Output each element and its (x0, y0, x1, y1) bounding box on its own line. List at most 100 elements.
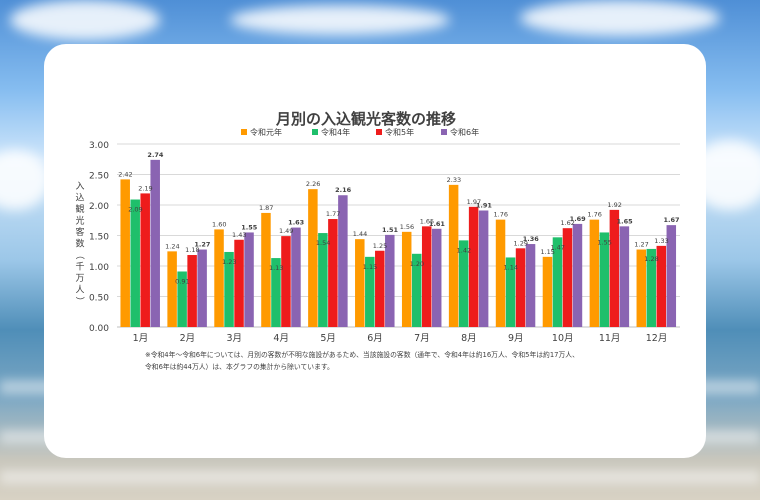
data-label: 1.13 (269, 264, 283, 272)
bar-令和6年-3月 (244, 232, 254, 327)
y-axis-label-char: 客 (75, 226, 84, 238)
y-axis-label-char: 込 (75, 193, 84, 204)
data-label: 1.62 (560, 219, 574, 227)
background-cloud (10, 0, 160, 40)
bar-令和元年-8月 (448, 184, 459, 327)
bar-令和6年-4月 (291, 227, 301, 327)
bar-令和5年-12月 (656, 245, 667, 327)
chart-card: 月別の入込観光客数の推移 令和元年 令和4年 令和5年 令和6年 0.00 0.50 1.… (44, 44, 706, 458)
background-wave (0, 470, 760, 484)
y-axis-label-char: 数 (75, 238, 84, 250)
data-label: 1.18 (185, 246, 199, 254)
bar-令和6年-10月 (572, 223, 583, 327)
data-label: 1.55 (597, 238, 611, 246)
data-label: 1.28 (644, 255, 658, 263)
y-axis-label-char: 人 (75, 285, 84, 296)
bar-令和6年-11月 (619, 226, 630, 327)
data-label: 2.33 (447, 176, 461, 184)
background-cloud (0, 150, 50, 210)
bar-令和6年-7月 (431, 228, 442, 327)
data-label: 1.67 (664, 216, 680, 224)
bar-令和4年-8月 (458, 240, 469, 327)
bar-令和5年-6月 (375, 250, 385, 327)
footnote-line: 令和6年は約44万人）は、本グラフの集計から除いています。 (145, 362, 334, 371)
data-label: 1.42 (457, 246, 471, 254)
data-label: 0.91 (175, 277, 189, 285)
bar-令和6年-8月 (478, 210, 489, 327)
x-tick-label: 10月 (552, 333, 574, 344)
data-label: 2.74 (147, 151, 164, 159)
bar-令和5年-4月 (281, 236, 291, 327)
data-label: 1.60 (212, 220, 226, 228)
data-label: 1.15 (363, 263, 377, 271)
data-label: 1.15 (540, 248, 554, 256)
chart-data-labels: 2.42 1.24 1.60 1.87 2.26 1.44 1.56 2.33 1.76 1.15… (118, 151, 679, 286)
bar-令和5年-11月 (609, 209, 620, 327)
bar-令和元年-11月 (589, 219, 600, 327)
y-axis-label-char: 入 (75, 181, 84, 192)
y-tick-label: 3.00 (89, 141, 109, 151)
data-label: 1.55 (241, 223, 258, 231)
data-label: 1.20 (410, 260, 424, 268)
data-label: 1.33 (654, 237, 668, 245)
data-label: 1.91 (476, 201, 493, 209)
data-label: 1.77 (326, 210, 340, 218)
bar-令和6年-2月 (197, 249, 207, 327)
bar-令和元年-9月 (495, 219, 506, 327)
background-cloud (520, 0, 720, 36)
data-label: 1.24 (165, 242, 179, 250)
data-label: 1.29 (514, 239, 528, 247)
bar-令和4年-4月 (271, 258, 281, 327)
y-tick-label: 0.00 (89, 324, 109, 334)
x-axis-ticks: 1月 2月 3月 4月 5月 6月 7月 8月 9月 10月 11月 12月 (133, 333, 668, 344)
bar-令和4年-9月 (505, 257, 516, 327)
x-tick-label: 3月 (227, 333, 243, 344)
data-label: 2.19 (138, 184, 152, 192)
bar-令和5年-8月 (468, 206, 479, 327)
bar-令和5年-7月 (421, 226, 432, 327)
data-label: 1.69 (570, 215, 587, 223)
bar-令和4年-5月 (318, 233, 328, 327)
y-axis-label-char: 万 (75, 274, 84, 284)
data-label: 1.92 (607, 201, 621, 209)
chart-bars (120, 159, 677, 327)
y-tick-label: 2.50 (89, 172, 109, 182)
y-axis-label-char: ） (74, 296, 85, 305)
data-label: 1.27 (194, 241, 210, 249)
y-tick-label: 1.00 (89, 263, 109, 273)
bar-chart: 月別の入込観光客数の推移 令和元年 令和4年 令和5年 令和6年 0.00 0.50 1.… (74, 110, 680, 371)
chart-footnote: ※令和4年～令和6年については、月別の客数が不明な施設があるため、当該施設の客数… (145, 350, 579, 371)
y-axis-label: 入込観光客数（ 千万人） (74, 181, 85, 306)
x-tick-label: 1月 (133, 333, 149, 344)
x-tick-label: 7月 (414, 333, 430, 344)
bar-令和元年-6月 (355, 239, 365, 327)
bar-令和4年-6月 (365, 256, 375, 327)
data-label: 1.51 (382, 226, 399, 234)
bar-令和5年-2月 (187, 255, 197, 327)
data-label: 2.09 (128, 206, 142, 214)
data-label: 1.87 (259, 204, 273, 212)
y-axis-label-char: 千 (75, 262, 84, 273)
bar-令和4年-10月 (552, 237, 563, 327)
data-label: 1.44 (353, 230, 367, 238)
y-axis-label-char: （ (74, 250, 85, 259)
y-axis-label-char: 光 (75, 215, 84, 227)
data-label: 2.42 (118, 170, 132, 178)
bar-令和5年-10月 (562, 228, 573, 327)
data-label: 1.54 (316, 239, 330, 247)
x-tick-label: 12月 (646, 333, 668, 344)
y-axis-label-char: 観 (75, 203, 84, 215)
legend-swatch-令和6年 (441, 129, 447, 135)
bar-令和元年-10月 (542, 256, 553, 327)
data-label: 1.49 (279, 227, 293, 235)
data-label: 1.14 (504, 263, 518, 271)
bar-令和元年-5月 (308, 189, 318, 327)
x-tick-label: 2月 (180, 333, 196, 344)
data-label: 1.25 (373, 242, 387, 250)
data-label: 1.56 (400, 223, 414, 231)
data-label: 1.61 (429, 220, 446, 228)
bar-令和4年-12月 (646, 248, 657, 327)
x-tick-label: 9月 (508, 333, 524, 344)
legend-swatch-令和元年 (241, 129, 247, 135)
legend-label: 令和元年 (250, 127, 282, 137)
